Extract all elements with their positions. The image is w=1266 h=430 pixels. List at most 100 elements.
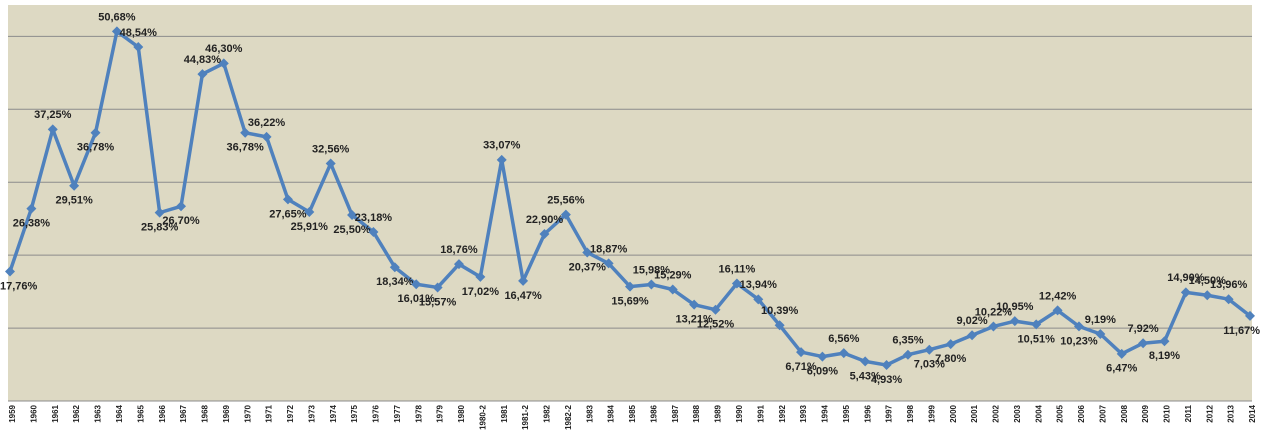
x-tick-label: 1983: [585, 404, 594, 422]
point-marker: [154, 207, 165, 218]
x-tick-label: 1991: [756, 404, 765, 422]
x-tick-label: 1977: [393, 404, 402, 422]
x-tick-label: 1973: [307, 404, 316, 422]
data-label: 15,29%: [654, 269, 692, 281]
x-tick-label: 2012: [1205, 404, 1214, 422]
x-tick-label: 2010: [1163, 404, 1172, 422]
x-tick-label: 2002: [992, 404, 1001, 422]
point-marker: [753, 294, 764, 305]
point-marker: [1052, 305, 1063, 316]
data-label: 13,96%: [1210, 279, 1248, 291]
x-tick-label: 1989: [714, 404, 723, 422]
data-label: 48,54%: [120, 27, 158, 39]
x-tick-label: 1996: [863, 404, 872, 422]
x-tick-label: 2004: [1034, 404, 1043, 422]
x-tick-label: 1967: [179, 404, 188, 422]
x-tick-label: 1969: [222, 404, 231, 422]
data-label: 15,57%: [419, 296, 457, 308]
point-marker: [1223, 294, 1234, 305]
data-label: 37,25%: [34, 109, 72, 121]
point-marker: [881, 360, 892, 371]
data-label: 22,90%: [526, 214, 564, 226]
x-tick-label: 2001: [970, 404, 979, 422]
data-label: 6,47%: [1106, 363, 1137, 375]
data-label: 20,37%: [569, 261, 607, 273]
point-marker: [282, 194, 293, 205]
x-tick-label: 1981: [500, 404, 509, 422]
x-tick-label: 1970: [243, 404, 252, 422]
data-label: 25,83%: [141, 222, 179, 234]
data-label: 32,56%: [312, 143, 350, 155]
data-label: 25,50%: [333, 224, 371, 236]
data-label: 17,02%: [462, 286, 500, 298]
x-tick-label: 1986: [649, 404, 658, 422]
point-marker: [1159, 336, 1170, 347]
data-label: 15,98%: [633, 264, 671, 276]
x-tick-label: 1965: [136, 404, 145, 422]
x-tick-label: 1976: [372, 404, 381, 422]
x-tick-label: 1968: [201, 404, 210, 422]
x-tick-label: 1964: [115, 404, 124, 422]
x-tick-label: 2007: [1098, 404, 1107, 422]
plot-area: [8, 5, 1252, 401]
data-label: 12,42%: [1039, 290, 1077, 302]
point-marker: [47, 124, 58, 135]
point-marker: [176, 201, 187, 212]
point-marker: [90, 127, 101, 138]
data-label: 10,22%: [975, 306, 1013, 318]
data-label: 27,65%: [269, 208, 307, 220]
data-label: 50,68%: [98, 11, 136, 23]
data-label: 33,07%: [483, 140, 521, 152]
x-tick-label: 1975: [350, 404, 359, 422]
point-marker: [902, 349, 913, 360]
data-label: 15,69%: [611, 295, 649, 307]
data-label: 9,19%: [1085, 314, 1116, 326]
data-label: 4,93%: [871, 374, 902, 386]
data-label: 46,30%: [205, 43, 243, 55]
point-marker: [368, 226, 379, 237]
x-tick-label: 1997: [885, 404, 894, 422]
x-tick-label: 2009: [1141, 404, 1150, 422]
point-marker: [5, 266, 15, 277]
data-label: 36,78%: [77, 142, 115, 154]
data-label: 6,09%: [807, 365, 838, 377]
data-label: 18,87%: [590, 243, 628, 255]
x-tick-label: 2006: [1077, 404, 1086, 422]
point-marker: [325, 158, 336, 169]
x-tick-label: 1979: [436, 404, 445, 422]
x-tick-label: 1984: [607, 404, 616, 422]
data-label: 26,70%: [162, 215, 200, 227]
x-tick-label: 1980-2: [478, 404, 487, 429]
point-marker: [1180, 287, 1191, 298]
x-tick-label: 2008: [1120, 404, 1129, 422]
point-marker: [496, 154, 507, 165]
x-tick-label: 1998: [906, 404, 915, 422]
x-tick-label: 1980: [457, 404, 466, 422]
point-marker: [924, 344, 935, 355]
x-tick-label: 1994: [821, 404, 830, 422]
point-marker: [389, 262, 400, 273]
point-marker: [988, 321, 999, 332]
point-marker: [411, 279, 422, 290]
data-label: 29,51%: [55, 195, 93, 207]
data-label: 7,03%: [914, 359, 945, 371]
point-marker: [860, 356, 871, 367]
point-marker: [304, 207, 315, 218]
point-marker: [689, 299, 700, 310]
point-marker: [560, 209, 571, 220]
data-label: 44,83%: [184, 54, 222, 66]
data-label: 14,50%: [1189, 275, 1227, 287]
data-label: 7,92%: [1128, 323, 1159, 335]
point-marker: [453, 259, 464, 270]
point-marker: [111, 26, 122, 37]
data-label: 6,35%: [892, 335, 923, 347]
x-tick-label: 1987: [671, 404, 680, 422]
data-label: 10,39%: [761, 305, 799, 317]
x-tick-label: 1971: [265, 404, 274, 422]
x-tick-label: 1959: [8, 404, 17, 422]
point-marker: [582, 247, 593, 258]
point-marker: [603, 258, 614, 269]
data-label: 14,90%: [1167, 272, 1205, 284]
point-marker: [646, 279, 657, 290]
x-tick-label: 2011: [1184, 404, 1193, 422]
